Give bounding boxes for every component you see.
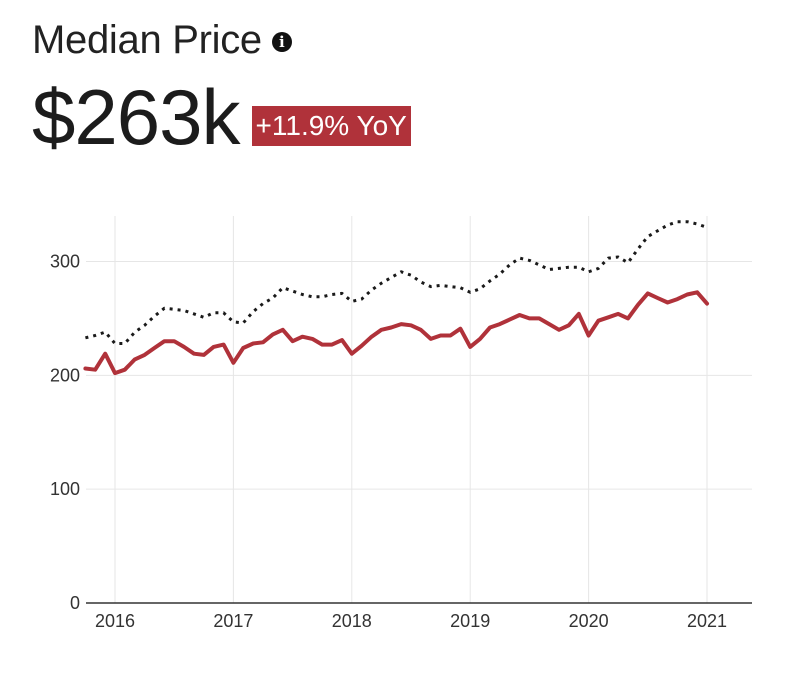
header: Median Price i $263k +11.9% YoY xyxy=(32,14,772,162)
y-tick-label: 100 xyxy=(50,479,80,499)
info-icon[interactable]: i xyxy=(271,32,292,52)
y-tick-label: 200 xyxy=(50,365,80,385)
median-price-series-line xyxy=(83,290,709,376)
value-row: $263k +11.9% YoY xyxy=(32,72,772,162)
x-tick-label: 2018 xyxy=(332,611,372,631)
y-tick-label: 300 xyxy=(50,252,80,272)
comparison-series-line xyxy=(85,220,708,345)
y-tick-label: 0 xyxy=(70,593,80,613)
median-price-value: $263k xyxy=(32,73,241,161)
chart-title: Median Price xyxy=(32,17,262,62)
x-tick-label: 2021 xyxy=(687,611,727,631)
x-tick-label: 2016 xyxy=(95,611,135,631)
x-tick-label: 2019 xyxy=(450,611,490,631)
yoy-change-badge: +11.9% YoY xyxy=(251,106,411,146)
x-tick-label: 2017 xyxy=(213,611,253,631)
x-tick-label: 2020 xyxy=(569,611,609,631)
title-row: Median Price i xyxy=(32,14,772,66)
